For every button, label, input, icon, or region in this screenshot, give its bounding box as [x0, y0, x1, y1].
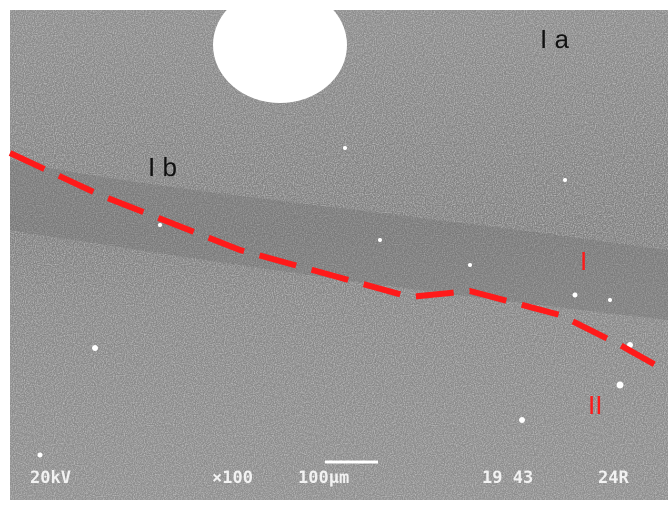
voltage: 20kV [30, 468, 71, 488]
scale-text: 100µm [298, 468, 349, 488]
magnification: ×100 [212, 468, 253, 488]
zone-label: I [580, 246, 587, 276]
region-label: I a [540, 24, 569, 54]
numbers: 19 43 [482, 468, 533, 488]
region-label: I b [148, 152, 177, 182]
zone-label: II [588, 390, 602, 420]
code: 24R [598, 468, 629, 488]
micrograph: I a I b I II 20kV ×100 100µm 19 43 24R [0, 0, 668, 511]
